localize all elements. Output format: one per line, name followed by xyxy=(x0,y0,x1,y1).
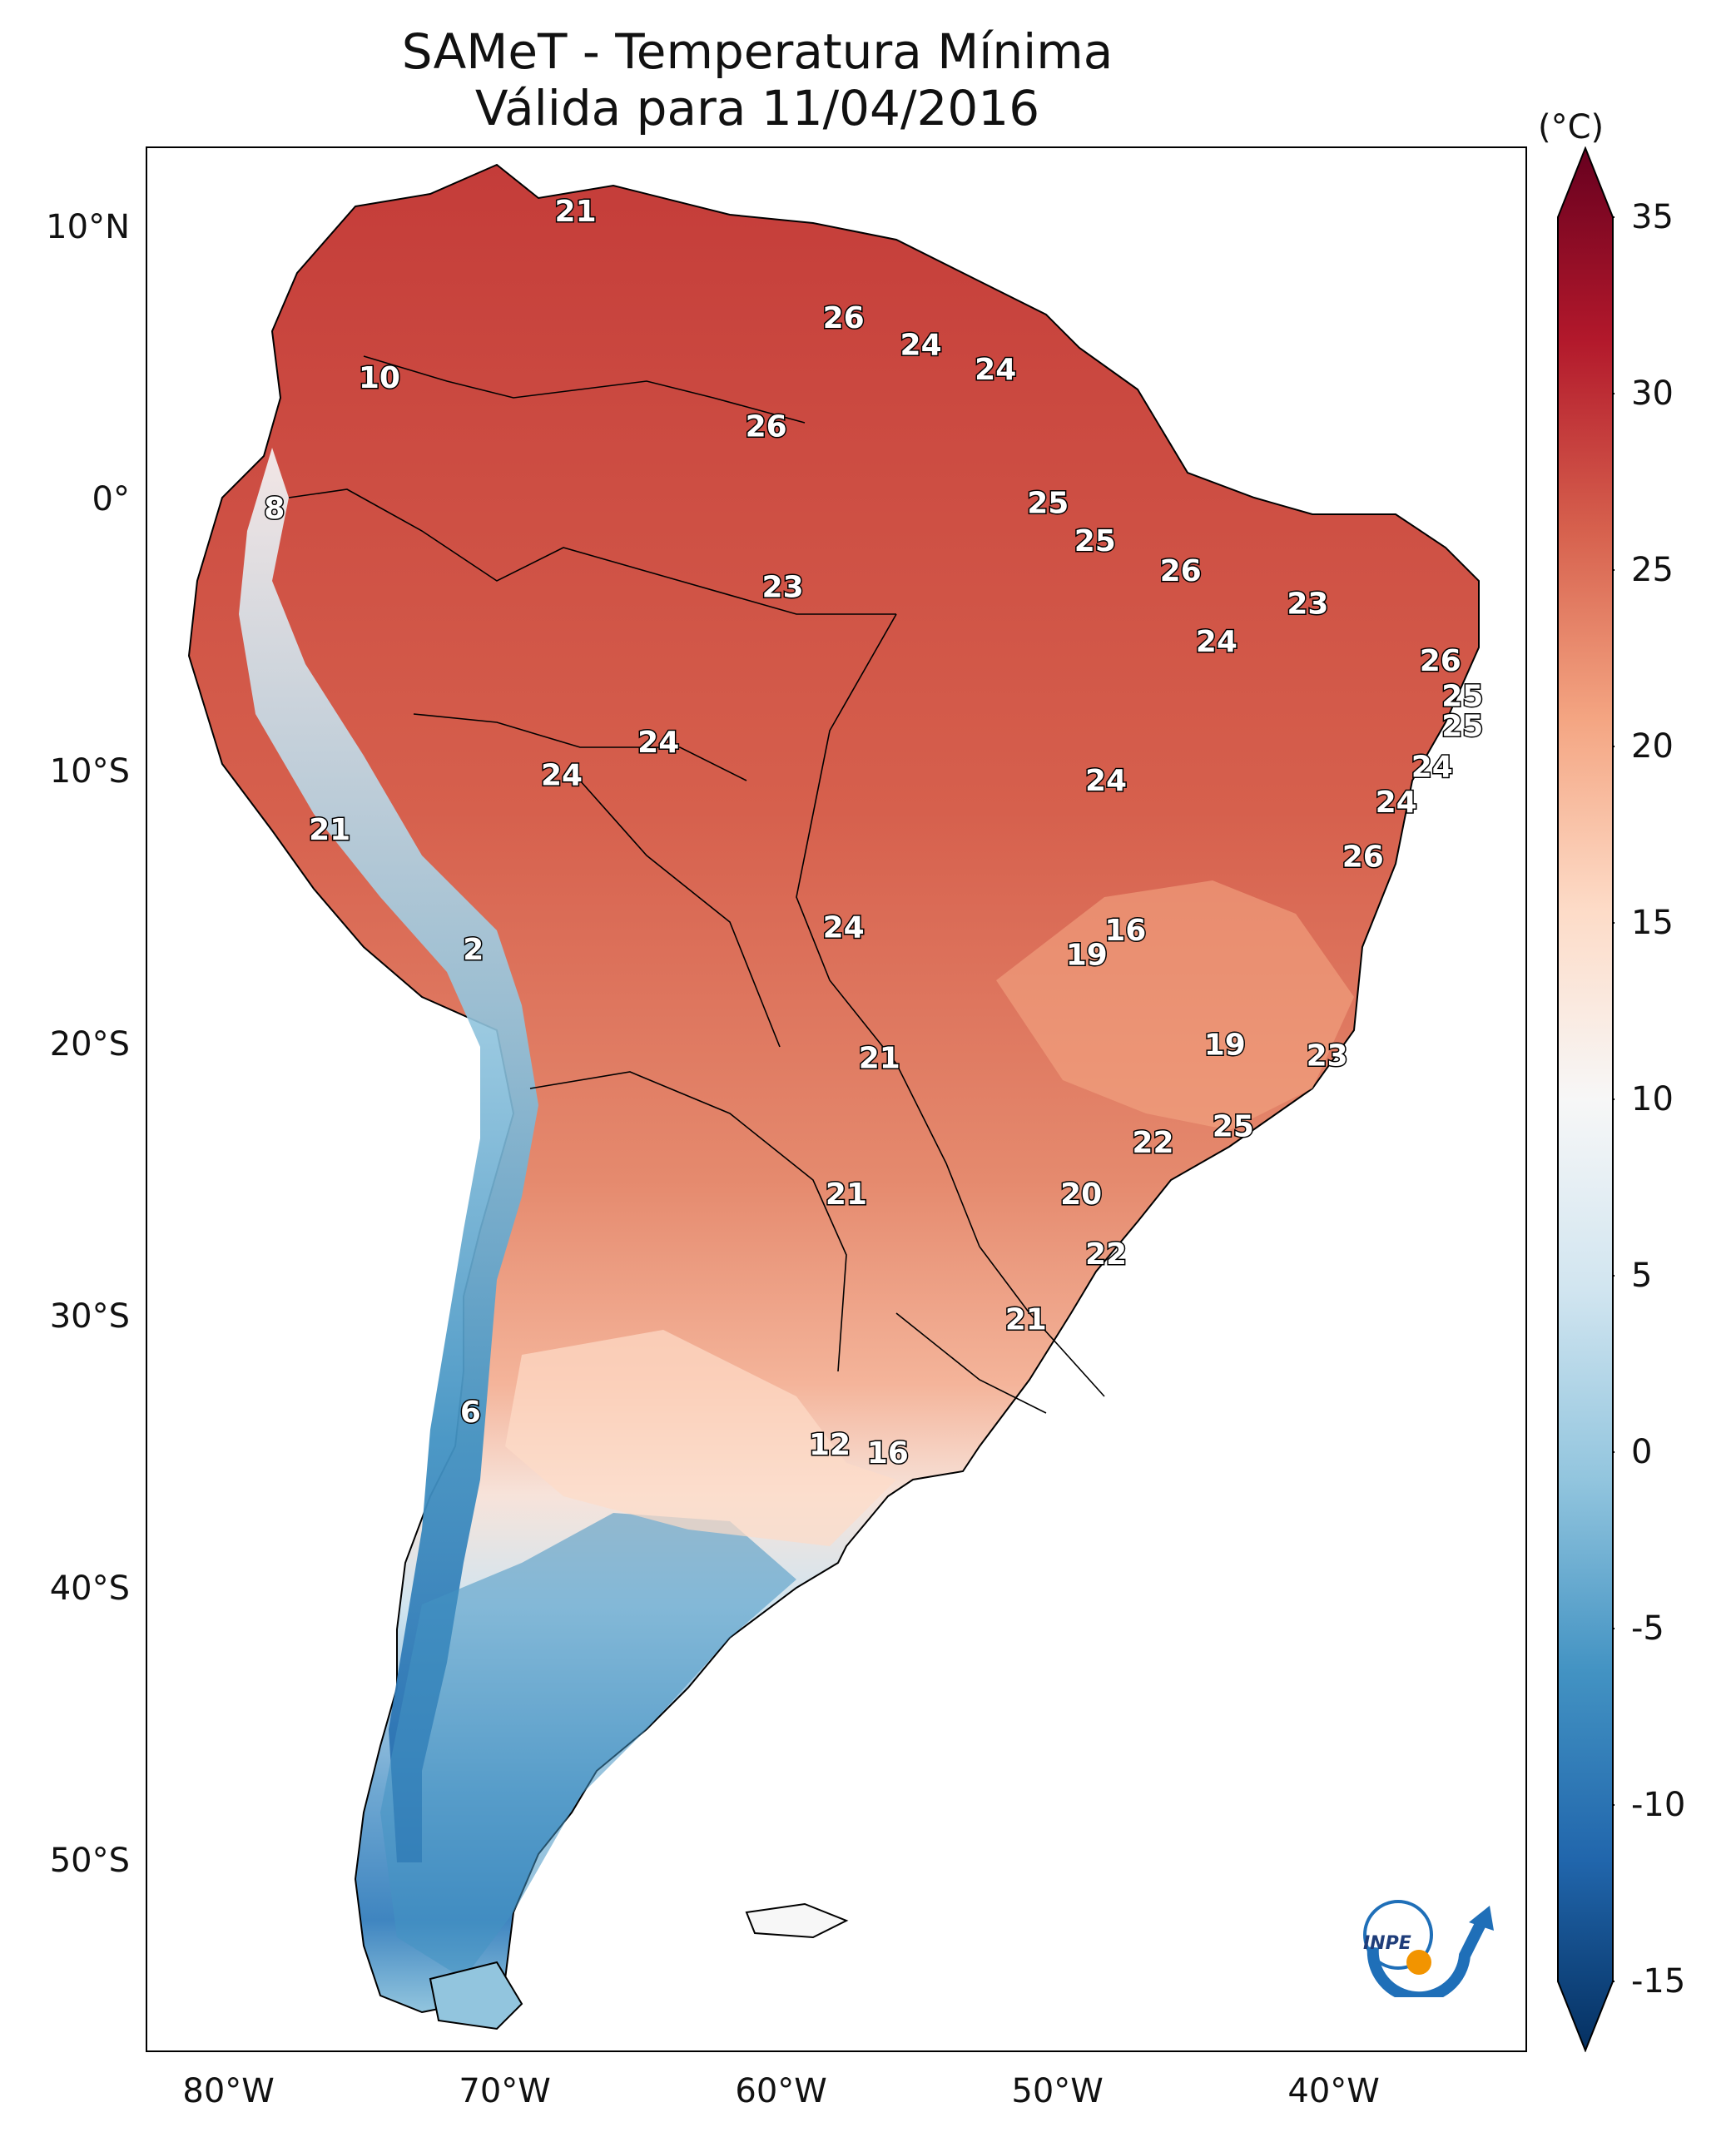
station-value: 8 xyxy=(264,492,285,526)
colorbar-tick-label: 15 xyxy=(1631,904,1674,942)
inpe-logo: INPE xyxy=(1363,1900,1494,1997)
lon-tick-label: 70°W xyxy=(459,2072,551,2110)
logo-arrow-icon xyxy=(1469,1906,1494,1931)
colorbar-tick-label: -15 xyxy=(1631,1962,1686,2001)
tierra-del-fuego xyxy=(429,1961,523,2031)
colorbar-tick-label: 20 xyxy=(1631,727,1674,766)
southeast-brazil-mild-region xyxy=(996,880,1354,1130)
station-value: 24 xyxy=(1376,786,1417,820)
patagonia-cold-region xyxy=(380,1513,796,1979)
station-value: 25 xyxy=(1441,680,1483,714)
colorbar-tick-label: 0 xyxy=(1631,1433,1653,1471)
station-value: 16 xyxy=(1104,914,1146,948)
colorbar-tick-label: 5 xyxy=(1631,1257,1653,1295)
logo-arc-icon xyxy=(1366,1919,1487,1997)
station-value: 26 xyxy=(1342,840,1384,875)
map-title: SAMeT - Temperatura Mínima xyxy=(401,23,1114,80)
station-value: 25 xyxy=(1074,524,1116,558)
station-value: 19 xyxy=(1066,938,1108,972)
station-value: 22 xyxy=(1132,1126,1173,1160)
falkland-islands xyxy=(745,1902,849,1939)
colorbar-tick-label: 35 xyxy=(1631,198,1674,236)
lon-tick-label: 40°W xyxy=(1287,2072,1380,2110)
station-value: 26 xyxy=(1420,644,1461,678)
station-value: 24 xyxy=(975,353,1016,387)
colorbar-tick-label: -5 xyxy=(1631,1609,1664,1648)
station-value: 25 xyxy=(1441,710,1483,744)
lon-tick-label: 60°W xyxy=(735,2072,827,2110)
colorbar-tick-label: 10 xyxy=(1631,1080,1674,1118)
station-value: 25 xyxy=(1213,1109,1254,1143)
andes-cold-band xyxy=(239,448,538,1862)
station-value: 21 xyxy=(826,1178,867,1212)
station-value: 26 xyxy=(1160,554,1202,588)
station-value: 20 xyxy=(1060,1178,1102,1212)
colorbar-tick-label: 25 xyxy=(1631,551,1674,589)
lat-tick-label: 10°S xyxy=(49,752,130,791)
station-value: 19 xyxy=(1204,1028,1246,1062)
station-value: 23 xyxy=(1307,1039,1348,1073)
station-value: 26 xyxy=(823,301,865,335)
station-value: 2 xyxy=(463,933,484,967)
lat-tick-label: 50°S xyxy=(49,1842,130,1880)
lat-tick-label: 40°S xyxy=(49,1569,130,1608)
station-value: 22 xyxy=(1085,1237,1127,1272)
lat-tick-label: 10°N xyxy=(46,208,130,247)
logo-orange-dot-icon xyxy=(1406,1950,1431,1975)
map-panel: 21 26 24 24 10 26 8 25 25 23 26 23 24 26 25 25 24 24 24 24 2… xyxy=(146,146,1527,2052)
south-america-landmass xyxy=(187,163,1480,2031)
station-value: 6 xyxy=(460,1396,481,1430)
colorbar xyxy=(1557,146,1614,2052)
country-borders xyxy=(288,355,1105,1414)
station-value: 23 xyxy=(762,571,804,605)
lat-tick-label: 20°S xyxy=(49,1024,130,1064)
station-value: 24 xyxy=(1196,625,1238,659)
colorbar-tick-label: 30 xyxy=(1631,374,1674,413)
station-value: 21 xyxy=(1005,1303,1047,1337)
station-value: 24 xyxy=(541,758,583,792)
logo-text: INPE xyxy=(1363,1933,1411,1954)
station-value: 21 xyxy=(859,1042,900,1076)
station-value: 12 xyxy=(809,1428,851,1462)
station-value: 10 xyxy=(359,361,400,395)
pampas-mild-region xyxy=(505,1330,896,1546)
lon-tick-label: 50°W xyxy=(1011,2072,1104,2110)
station-value: 24 xyxy=(1085,764,1127,798)
lon-tick-label: 80°W xyxy=(182,2072,275,2110)
station-value: 25 xyxy=(1027,486,1069,520)
station-value: 21 xyxy=(555,195,597,229)
station-value: 24 xyxy=(823,911,865,945)
station-value: 21 xyxy=(309,813,350,847)
station-value: 26 xyxy=(746,410,787,444)
colorbar-unit: (°C) xyxy=(1538,108,1605,146)
logo-circle-icon xyxy=(1363,1900,1433,1970)
station-value: 24 xyxy=(637,726,679,760)
station-value: 23 xyxy=(1287,587,1328,621)
colorbar-gradient xyxy=(1557,146,1614,2052)
lat-tick-label: 0° xyxy=(92,480,130,519)
station-value: 16 xyxy=(867,1436,909,1470)
station-value: 24 xyxy=(1411,751,1453,785)
station-value: 24 xyxy=(900,329,942,363)
map-subtitle: Válida para 11/04/2016 xyxy=(474,80,1040,136)
lat-tick-label: 30°S xyxy=(49,1297,130,1336)
colorbar-tick-label: -10 xyxy=(1631,1786,1686,1824)
